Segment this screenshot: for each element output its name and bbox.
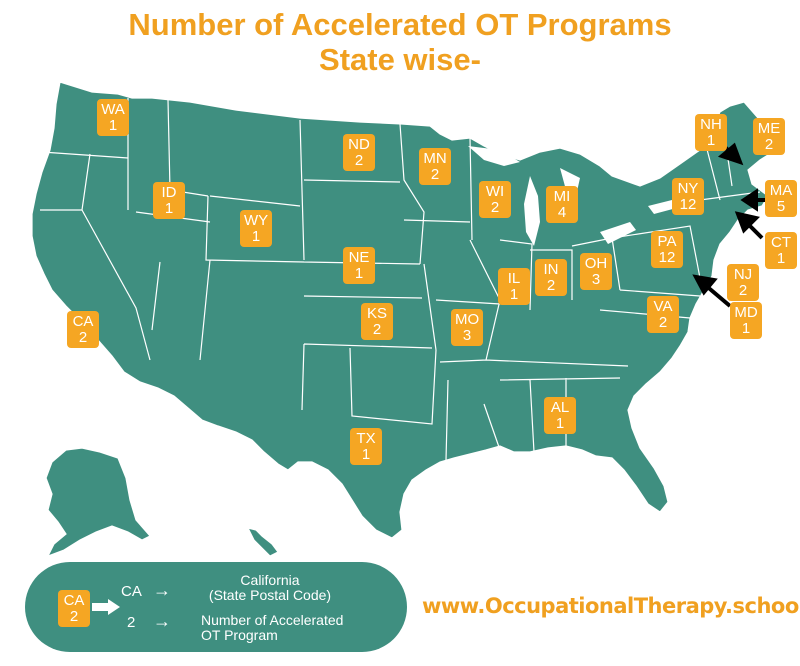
- legend-example-badge: CA 2: [58, 590, 90, 627]
- program-count: 2: [354, 152, 364, 169]
- program-count: 3: [462, 327, 472, 344]
- state-code: MN: [423, 150, 447, 167]
- program-count: 2: [430, 166, 440, 183]
- state-code: NY: [677, 180, 699, 197]
- legend-white-arrow-icon: [92, 599, 120, 615]
- state-badge-nd: ND 2: [343, 134, 375, 171]
- contiguous-us-shape: [31, 81, 777, 539]
- map-title-line-2: State wise-: [319, 42, 481, 77]
- state-badge-oh: OH 3: [580, 253, 612, 290]
- program-count: 2: [372, 321, 382, 338]
- state-badge-in: IN 2: [535, 259, 567, 296]
- state-badge-wa: WA 1: [97, 99, 129, 136]
- state-badge-ct: CT 1: [765, 232, 797, 269]
- state-code: WI: [485, 183, 505, 200]
- state-badge-ks: KS 2: [361, 303, 393, 340]
- program-count: 12: [679, 196, 697, 213]
- arrow-md-head: [692, 274, 718, 296]
- map-title-line-1: Number of Accelerated OT Programs: [128, 7, 672, 42]
- state-code: MA: [769, 182, 793, 199]
- legend-count-desc-line-2: OT Program: [201, 627, 278, 643]
- program-count: 1: [555, 415, 565, 432]
- program-count: 2: [764, 136, 774, 153]
- state-code: WA: [101, 101, 125, 118]
- legend-count-label: 2: [127, 614, 136, 631]
- website-url: www.OccupationalTherapy.school: [422, 594, 800, 618]
- program-count: 1: [251, 228, 261, 245]
- state-code: OH: [584, 255, 608, 272]
- program-count: 1: [354, 265, 364, 282]
- state-code: NJ: [733, 266, 753, 283]
- arrow-ma-head: [740, 188, 758, 212]
- program-count: 1: [776, 250, 786, 267]
- arrow-ct-head: [734, 211, 760, 234]
- legend-code-arrow-icon: →: [153, 580, 171, 600]
- legend-code-label: CA: [121, 583, 142, 600]
- pointer-arrows: [692, 138, 766, 308]
- legend-panel: CA 2 CA → California (State Postal Code)…: [25, 562, 407, 652]
- state-badge-mi: MI 4: [546, 186, 578, 223]
- program-count: 2: [658, 314, 668, 331]
- program-count: 1: [706, 132, 716, 149]
- state-badge-tx: TX 1: [350, 428, 382, 465]
- program-count: 2: [738, 282, 748, 299]
- program-count: 12: [658, 249, 676, 266]
- state-code: MO: [455, 311, 480, 328]
- state-badge-il: IL 1: [498, 268, 530, 305]
- program-count: 2: [490, 199, 500, 216]
- state-code: KS: [366, 305, 387, 322]
- state-code: ME: [757, 120, 781, 137]
- state-code: WY: [244, 212, 269, 229]
- state-badge-al: AL 1: [544, 397, 576, 434]
- state-code: AL: [550, 399, 570, 416]
- program-count: 1: [164, 200, 174, 217]
- state-code: IN: [543, 261, 559, 278]
- legend-code-desc-line-1: California: [240, 572, 300, 588]
- state-badge-me: ME 2: [753, 118, 785, 155]
- state-code: ID: [161, 184, 177, 201]
- state-badge-wi: WI 2: [479, 181, 511, 218]
- state-badge-md: MD 1: [730, 302, 762, 339]
- state-code: NE: [348, 249, 370, 266]
- program-count: 5: [776, 198, 786, 215]
- state-code: IL: [507, 270, 521, 287]
- state-code: VA: [653, 298, 673, 315]
- state-badge-ny: NY 12: [672, 178, 704, 215]
- state-code: MD: [734, 304, 758, 321]
- state-badge-ma: MA 5: [765, 180, 797, 217]
- state-code: PA: [657, 233, 677, 250]
- program-count: 1: [361, 446, 371, 463]
- alaska-shape: [45, 447, 151, 558]
- state-badge-wy: WY 1: [240, 210, 273, 247]
- state-badge-mn: MN 2: [419, 148, 451, 185]
- hawaii-shape: [246, 527, 279, 557]
- state-code: CA: [72, 313, 94, 330]
- state-badge-mo: MO 3: [451, 309, 484, 346]
- state-badge-ca: CA 2: [67, 311, 99, 348]
- state-code: CT: [771, 234, 791, 251]
- state-code: ND: [348, 136, 370, 153]
- program-count: 2: [546, 277, 556, 294]
- program-count: 2: [78, 329, 88, 346]
- state-badge-va: VA 2: [647, 296, 679, 333]
- legend-count-arrow-icon: →: [153, 611, 171, 631]
- legend-code-desc-line-2: (State Postal Code): [208, 587, 332, 603]
- state-code: TX: [356, 430, 376, 447]
- program-count: 1: [509, 286, 519, 303]
- program-count: 1: [741, 320, 751, 337]
- state-badge-ne: NE 1: [343, 247, 375, 284]
- arrow-nh-head: [717, 142, 744, 166]
- state-badge-pa: PA 12: [651, 231, 683, 268]
- state-badge-nj: NJ 2: [727, 264, 759, 301]
- state-code: NH: [700, 116, 722, 133]
- state-code: MI: [553, 188, 571, 205]
- program-count: 1: [108, 117, 118, 134]
- legend-example-code: CA: [63, 592, 85, 609]
- state-badge-id: ID 1: [153, 182, 185, 219]
- program-count: 4: [557, 204, 567, 221]
- state-badge-nh: NH 1: [695, 114, 727, 151]
- program-count: 3: [591, 271, 601, 288]
- legend-example-count: 2: [69, 608, 79, 625]
- legend-count-desc-line-1: Number of Accelerated: [201, 612, 344, 628]
